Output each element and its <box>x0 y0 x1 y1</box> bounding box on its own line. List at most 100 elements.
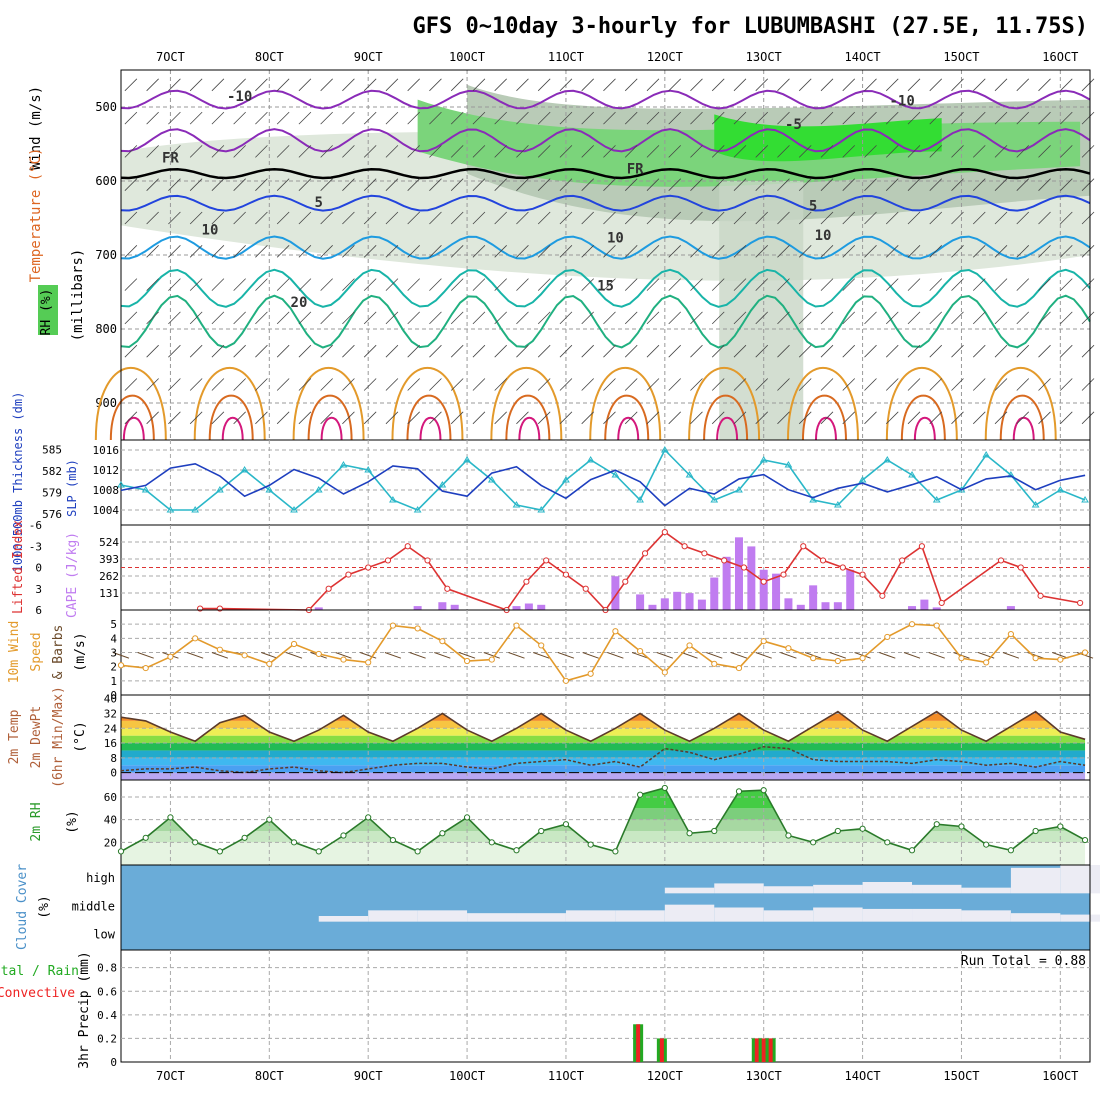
wind-barb <box>189 344 203 358</box>
wind-barb <box>1059 211 1073 225</box>
wind-barb <box>189 211 203 225</box>
wind-barb <box>276 344 290 358</box>
time-tick-bottom: 14OCT <box>845 1069 881 1083</box>
wind-barb <box>798 378 812 391</box>
wind-barb <box>733 344 747 358</box>
rh2m-line-point <box>884 839 891 846</box>
wind-barb <box>711 211 725 225</box>
rh2m-line-point <box>637 791 644 798</box>
chart-title: GFS 0~10day 3-hourly for LUBUMBASHI (27.… <box>412 14 1088 39</box>
wind-barb <box>755 311 769 325</box>
li-line-point <box>701 550 708 557</box>
cape-bar <box>796 604 805 610</box>
wind-barb <box>472 178 486 191</box>
slp-line-point <box>735 486 743 493</box>
wind-barb <box>842 411 856 425</box>
wind-axis-label: Wind (m/s) <box>28 86 44 170</box>
wind-barb <box>276 245 290 258</box>
wind-barb <box>842 344 856 358</box>
wind-barb <box>864 245 877 258</box>
wind10m-axis-label: Speed <box>29 632 44 671</box>
thickness-axis-label: 1000-500mb Thickness (dm) <box>11 392 25 573</box>
rh2m-axis-label: 2m RH <box>29 802 44 841</box>
thickness-tick: 582 <box>42 465 62 478</box>
cloud-axis-label: Cloud Cover <box>15 864 30 950</box>
rh2m-line-point <box>340 832 347 839</box>
wind-barb <box>559 378 573 391</box>
wind-barb <box>668 145 681 158</box>
wind-barb <box>407 344 420 358</box>
wind-barb <box>1038 111 1051 125</box>
rh2m-line-point <box>439 830 446 837</box>
cloud-middle-bar <box>862 908 913 922</box>
wind-barb <box>581 245 594 258</box>
wind-barb <box>363 245 377 258</box>
cloud-middle-bar <box>318 916 369 922</box>
temp-band <box>121 735 1086 744</box>
wind-barb <box>690 378 703 391</box>
wind-barb <box>842 311 856 325</box>
wind-barb <box>537 378 551 391</box>
wind-barb <box>298 344 312 358</box>
wind10m-line-point <box>1057 656 1064 663</box>
wind-barb <box>537 411 551 425</box>
wind-barb <box>711 111 725 125</box>
wind10m-barb <box>681 652 698 659</box>
rh2m-axis-label: (%) <box>65 810 80 833</box>
time-tick-bottom: 12OCT <box>647 1069 683 1083</box>
wind10m-line-point <box>587 670 594 677</box>
wind-barb <box>298 311 312 325</box>
wind-barb <box>646 178 660 191</box>
wind-barb <box>189 145 203 158</box>
wind-barb <box>951 344 964 358</box>
wind10m-line-point <box>785 645 792 652</box>
wind10m-line-point <box>167 653 174 660</box>
wind10m-axis-label: & Barbs <box>51 625 66 680</box>
wind-barb <box>1016 378 1030 391</box>
li-line-point <box>780 571 787 578</box>
li-tick: 0 <box>35 562 42 575</box>
wind-barb <box>146 78 159 92</box>
precip-run-total: Run Total = 0.88 <box>961 954 1086 969</box>
wind10m-barb <box>360 652 377 659</box>
wind10m-barb <box>434 652 451 659</box>
wind-barb <box>668 344 681 358</box>
rh2m-line-point <box>142 834 149 841</box>
wind-barb <box>798 245 812 258</box>
cape-bar <box>908 606 917 610</box>
wind-barb <box>798 311 812 325</box>
rh2m-line-point <box>760 787 767 794</box>
wind-barb <box>450 245 464 258</box>
wind-barb <box>972 278 986 291</box>
rh2m-line-point <box>612 848 619 855</box>
wind10m-barb <box>928 652 945 659</box>
wind-barb <box>1016 411 1030 425</box>
wind-barb <box>820 344 834 358</box>
wind-barb <box>516 245 529 258</box>
cape-bar <box>846 569 855 610</box>
wind-barb <box>929 145 943 158</box>
cloud-middle-bar <box>714 907 764 922</box>
wind-barb <box>1059 78 1073 92</box>
wind-barb <box>603 145 616 158</box>
wind-barb <box>951 411 964 425</box>
isotherm-10 <box>120 235 1091 260</box>
wind-barb <box>1081 378 1095 391</box>
isotherm-freezing <box>120 167 1091 180</box>
wind-barb <box>494 178 507 191</box>
isotherm-35 <box>419 417 442 441</box>
wind-barb <box>559 311 573 325</box>
wind-barb <box>581 78 594 92</box>
wind10m-line-point <box>290 640 298 648</box>
wind-barb <box>255 78 268 92</box>
wind-barb <box>124 211 138 225</box>
rh2m-line-point <box>810 839 817 846</box>
wind-barb <box>168 311 181 325</box>
wind-barb <box>385 78 399 92</box>
wind-barb <box>1081 311 1095 325</box>
wind-barb <box>537 211 551 225</box>
cloud-high-bar <box>813 884 863 894</box>
li-line-point <box>661 528 668 536</box>
wind-barb <box>1059 278 1073 291</box>
wind-barb <box>255 278 268 291</box>
